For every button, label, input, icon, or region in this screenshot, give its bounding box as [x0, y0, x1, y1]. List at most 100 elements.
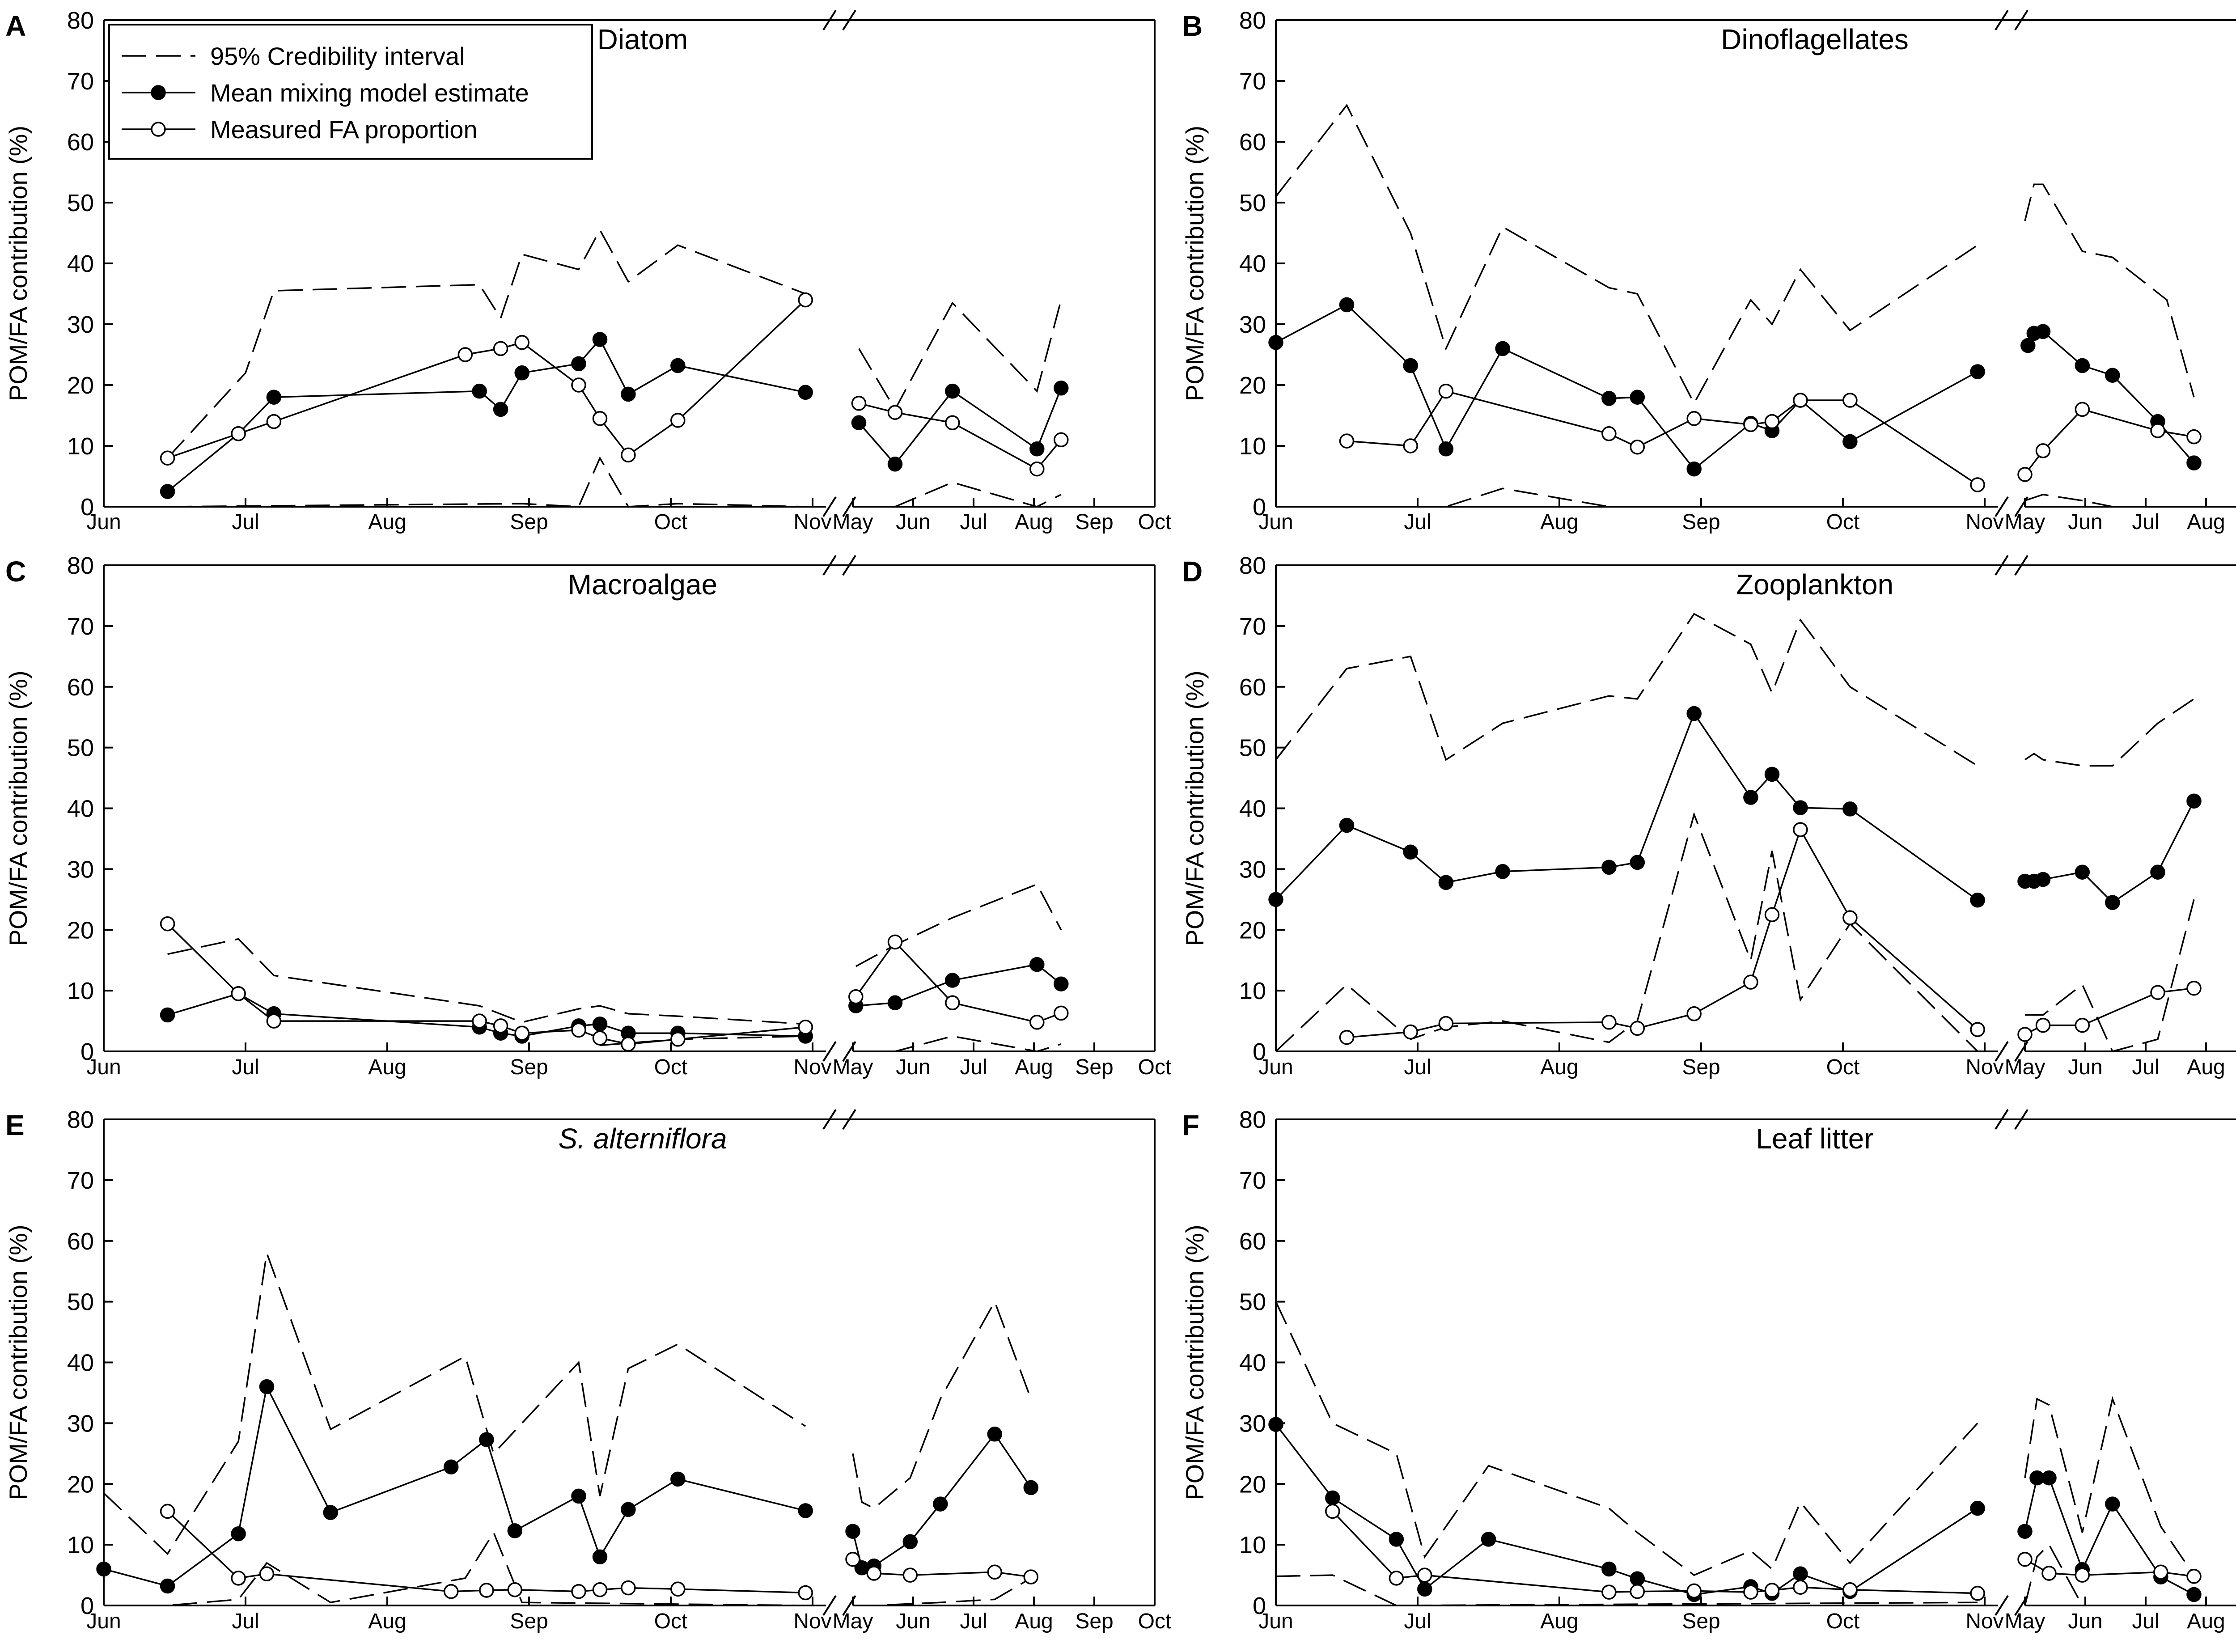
y-tick-label: 10	[1239, 1532, 1266, 1559]
y-tick-label: 50	[67, 735, 94, 762]
x-tick-label: Nov	[793, 1610, 831, 1633]
mean-estimate-line	[167, 993, 806, 1037]
y-tick-label: 60	[67, 674, 94, 701]
measured-fa-point	[945, 415, 960, 431]
measured-fa-point	[1970, 1586, 1985, 1601]
measured-fa-point	[887, 405, 903, 420]
y-tick-label: 70	[1239, 613, 1266, 640]
y-tick-label: 60	[1239, 674, 1266, 701]
mean-estimate-point	[493, 402, 508, 417]
y-axis-label: POM/FA contribution (%)	[1181, 670, 1209, 946]
credibility-interval-line	[1275, 1301, 1978, 1576]
axis-break-mark	[842, 1109, 856, 1130]
x-tick-label: Nov	[1965, 1610, 2003, 1633]
measured-fa-point	[2153, 1564, 2168, 1580]
panel-letter: B	[1182, 10, 1203, 42]
y-tick-label: 80	[67, 552, 94, 579]
y-tick-label: 20	[67, 1471, 94, 1498]
y-tick-label: 30	[67, 856, 94, 883]
measured-fa-point	[457, 347, 473, 362]
measured-fa-point	[1054, 432, 1069, 448]
measured-fa-point	[2075, 1017, 2090, 1033]
mean-estimate-point	[670, 1471, 686, 1487]
measured-fa-point	[1325, 1504, 1340, 1519]
mean-estimate-point	[1630, 855, 1645, 870]
mean-estimate-point	[1481, 1532, 1496, 1547]
x-tick-label: Oct	[654, 1610, 688, 1633]
mean-estimate-point	[1403, 358, 1418, 373]
x-tick-label: Aug	[1015, 1055, 1053, 1079]
legend-entry-measured-label: Measured FA proportion	[210, 115, 478, 144]
y-tick-label: 80	[1239, 1106, 1266, 1133]
panel-F: 0 10 20 30 40 50 60 70 80 Jun Jul Aug Sep Oct Nov May Ju…	[1181, 1106, 2236, 1633]
measured-fa-point	[2150, 423, 2165, 438]
panel-title: Dinoflagellates	[1721, 23, 1909, 55]
y-tick-label: 30	[1239, 856, 1266, 883]
x-tick-label: Jul	[1404, 1610, 1431, 1633]
measured-fa-point	[2075, 402, 2090, 417]
credibility-interval-line	[2024, 183, 2195, 398]
mean-estimate-point	[231, 1526, 246, 1542]
mean-estimate-point	[1764, 767, 1780, 782]
mean-estimate-point	[1495, 864, 1510, 879]
measured-fa-point	[798, 1019, 813, 1035]
mean-estimate-point	[945, 973, 960, 988]
panel-title: Diatom	[597, 23, 688, 55]
mean-estimate-point	[1601, 391, 1617, 406]
y-tick-label: 60	[1239, 129, 1266, 156]
measured-fa-point	[266, 1013, 282, 1029]
y-tick-label: 10	[67, 433, 94, 460]
measured-fa-point	[2017, 467, 2033, 482]
measured-fa-point	[443, 1584, 459, 1599]
measured-fa-point	[1438, 1016, 1454, 1031]
x-tick-label: Sep	[1075, 1055, 1113, 1079]
measured-fa-line	[2024, 987, 2194, 1035]
mean-estimate-point	[845, 1524, 860, 1539]
measured-fa-point	[1601, 1584, 1617, 1600]
y-tick-label: 10	[1239, 978, 1266, 1004]
x-tick-label: Aug	[2187, 1610, 2225, 1633]
x-tick-label: Nov	[1965, 1055, 2003, 1079]
mean-estimate-point	[443, 1459, 459, 1474]
mean-estimate-point	[902, 1534, 918, 1550]
y-tick-label: 20	[67, 372, 94, 399]
measured-fa-point	[2150, 985, 2165, 1000]
mean-estimate-point	[1630, 1571, 1645, 1586]
legend: 95% Credibility interval Mean mixing mode…	[108, 24, 593, 160]
legend-entry-ci-label: 95% Credibility interval	[210, 42, 465, 70]
measured-fa-point	[848, 989, 864, 1004]
measured-fa-point	[1630, 439, 1645, 455]
measured-fa-line	[167, 1511, 806, 1594]
mean-estimate-point	[2041, 1470, 2057, 1486]
measured-fa-point	[1403, 438, 1418, 453]
y-axis-label: POM/FA contribution (%)	[4, 1224, 32, 1500]
measured-fa-line	[1332, 1511, 1978, 1594]
x-tick-label: Aug	[1540, 1610, 1578, 1633]
x-tick-label: Nov	[1965, 510, 2003, 534]
y-tick-label: 20	[67, 917, 94, 944]
measured-fa-point	[621, 1036, 636, 1052]
measured-fa-point	[2186, 1569, 2202, 1584]
mean-estimate-point	[2186, 455, 2202, 470]
panel-letter: E	[5, 1109, 25, 1141]
x-tick-label: Sep	[510, 1055, 548, 1079]
x-tick-label: May	[2005, 510, 2045, 534]
axis-break-mark	[1995, 1109, 2009, 1130]
credibility-interval-line	[852, 1300, 1032, 1509]
mean-estimate-point	[1403, 844, 1418, 860]
measured-fa-point	[1601, 426, 1617, 441]
measured-fa-point	[1686, 1006, 1702, 1021]
measured-fa-point	[1339, 1029, 1355, 1045]
mean-estimate-point	[933, 1496, 948, 1512]
x-tick-label: Jul	[2132, 510, 2159, 534]
measured-fa-point	[1743, 974, 1758, 990]
x-tick-label: Aug	[1015, 1610, 1053, 1633]
mean-estimate-point	[2150, 864, 2165, 880]
y-tick-label: 40	[67, 250, 94, 277]
measured-fa-point	[1403, 1024, 1418, 1040]
axis-break-mark	[822, 1595, 837, 1616]
mean-estimate-point	[2035, 324, 2051, 339]
x-tick-label: Jul	[1404, 1055, 1431, 1079]
measured-fa-point	[1630, 1584, 1645, 1599]
